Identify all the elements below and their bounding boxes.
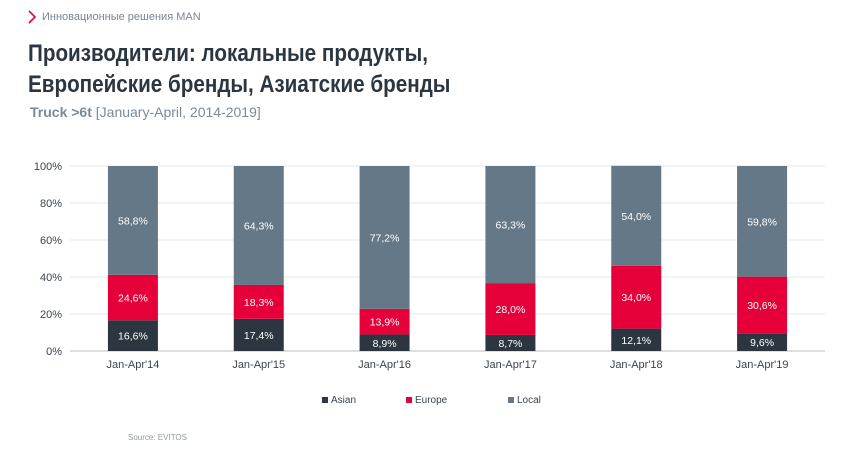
bar-segment-asian xyxy=(611,328,662,351)
legend-label: Local xyxy=(517,395,541,406)
bar-segment-asian xyxy=(359,334,410,351)
bar-segment-local xyxy=(737,166,788,277)
bar-segment-local xyxy=(485,166,536,284)
data-label: 77,2% xyxy=(370,232,400,244)
y-tick-label: 0% xyxy=(46,346,62,358)
data-label: 12,1% xyxy=(621,335,651,347)
data-label: 13,9% xyxy=(370,317,400,329)
bar-segment-europe xyxy=(107,274,158,321)
x-tick-label: Jan-Apr'17 xyxy=(484,359,537,371)
legend-swatch-europe xyxy=(406,397,412,403)
bar-segment-asian xyxy=(107,320,158,351)
y-tick-label: 60% xyxy=(40,235,62,247)
data-label: 17,4% xyxy=(244,330,274,342)
x-tick-label: Jan-Apr'18 xyxy=(610,359,663,371)
x-tick-label: Jan-Apr'14 xyxy=(106,359,159,371)
bar-segment-local xyxy=(107,166,158,275)
data-label: 64,3% xyxy=(244,220,274,232)
x-tick-label: Jan-Apr'15 xyxy=(232,359,285,371)
y-tick-label: 100% xyxy=(34,161,62,173)
data-label: 58,8% xyxy=(118,215,148,227)
data-label: 28,0% xyxy=(496,304,526,316)
subtitle-period: [January-April, 2014-2019] xyxy=(95,104,261,120)
bar-segment-europe xyxy=(359,308,410,335)
breadcrumb: Инновационные решения MAN xyxy=(28,10,201,24)
bar-segment-europe xyxy=(737,276,788,334)
legend-label: Europe xyxy=(415,395,448,406)
data-label: 54,0% xyxy=(621,211,651,223)
legend-swatch-local xyxy=(508,397,514,403)
x-tick-label: Jan-Apr'16 xyxy=(358,359,411,371)
data-label: 30,6% xyxy=(747,300,777,312)
bar-segment-local xyxy=(233,166,284,285)
data-label: 16,6% xyxy=(118,331,148,343)
bar-segment-europe xyxy=(611,265,662,329)
data-label: 18,3% xyxy=(244,297,274,309)
data-label: 9,6% xyxy=(750,337,774,349)
bar-segment-asian xyxy=(233,318,284,351)
bar-segment-asian xyxy=(737,333,788,351)
subtitle-segment: Truck >6t xyxy=(30,104,92,120)
data-label: 24,6% xyxy=(118,293,148,305)
chart-subtitle: Truck >6t [January-April, 2014-2019] xyxy=(30,104,261,120)
chevron-right-icon xyxy=(28,10,36,24)
page-title: Производители: локальные продукты, Европ… xyxy=(28,40,451,98)
y-tick-label: 20% xyxy=(40,309,62,321)
y-tick-label: 40% xyxy=(40,272,62,284)
bar-segment-europe xyxy=(233,284,284,319)
x-tick-label: Jan-Apr'19 xyxy=(736,359,789,371)
bar-segment-asian xyxy=(485,334,536,351)
data-label: 59,8% xyxy=(747,216,777,228)
bar-segment-local xyxy=(611,165,662,266)
bar-segment-local xyxy=(359,166,410,309)
data-label: 63,3% xyxy=(496,220,526,232)
y-tick-label: 80% xyxy=(40,198,62,210)
legend-label: Asian xyxy=(331,395,356,406)
bar-segment-europe xyxy=(485,283,536,335)
breadcrumb-label: Инновационные решения MAN xyxy=(42,11,201,23)
source-note: Source: EVITOS xyxy=(128,433,187,442)
data-label: 8,9% xyxy=(373,338,397,350)
data-label: 34,0% xyxy=(621,292,651,304)
legend-swatch-asian xyxy=(322,397,328,403)
data-label: 8,7% xyxy=(498,338,522,350)
